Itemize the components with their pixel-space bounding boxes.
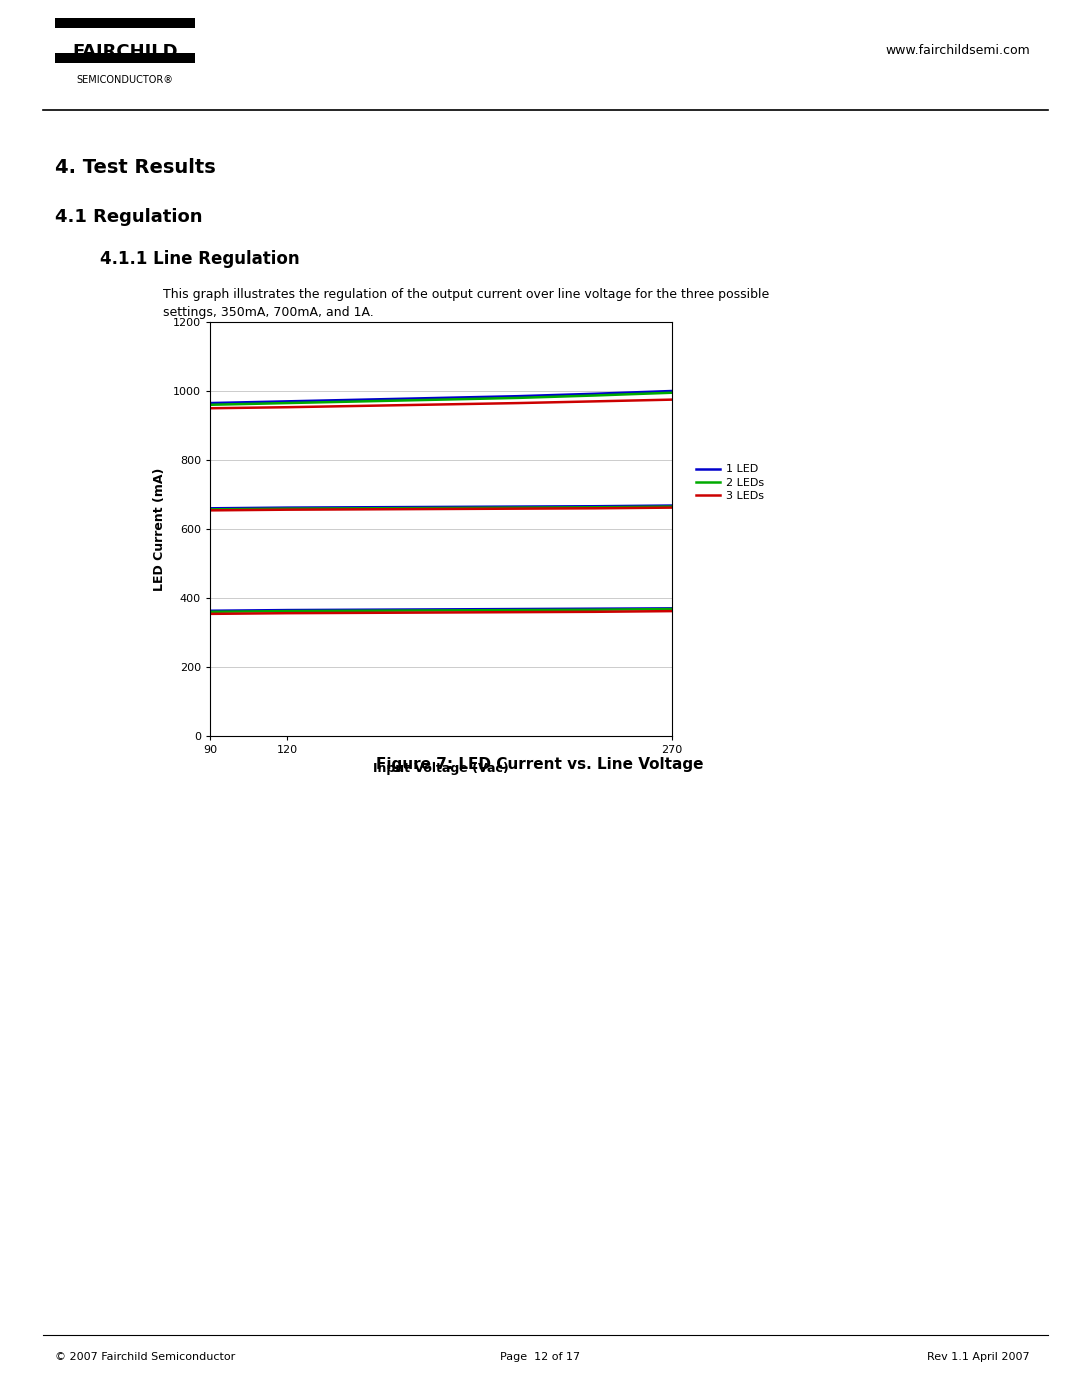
Text: Page  12 of 17: Page 12 of 17: [500, 1352, 580, 1362]
Legend: 1 LED, 2 LEDs, 3 LEDs: 1 LED, 2 LEDs, 3 LEDs: [691, 460, 769, 506]
Text: This graph illustrates the regulation of the output current over line voltage fo: This graph illustrates the regulation of…: [163, 288, 769, 319]
Text: 4.1 Regulation: 4.1 Regulation: [55, 208, 203, 226]
Text: 4.1.1 Line Regulation: 4.1.1 Line Regulation: [100, 250, 299, 268]
Y-axis label: LED Current (mA): LED Current (mA): [153, 468, 166, 591]
X-axis label: Input Voltage (Vac): Input Voltage (Vac): [373, 761, 509, 775]
Text: Rev 1.1 April 2007: Rev 1.1 April 2007: [928, 1352, 1030, 1362]
Text: Figure 7: LED Current vs. Line Voltage: Figure 7: LED Current vs. Line Voltage: [376, 757, 704, 773]
Text: 4. Test Results: 4. Test Results: [55, 158, 216, 177]
Text: FAIRCHILD: FAIRCHILD: [72, 43, 178, 61]
Bar: [55, 18, 195, 28]
Bar: [55, 53, 195, 63]
Text: www.fairchildsemi.com: www.fairchildsemi.com: [886, 43, 1030, 56]
Text: © 2007 Fairchild Semiconductor: © 2007 Fairchild Semiconductor: [55, 1352, 235, 1362]
Text: SEMICONDUCTOR®: SEMICONDUCTOR®: [77, 75, 174, 85]
